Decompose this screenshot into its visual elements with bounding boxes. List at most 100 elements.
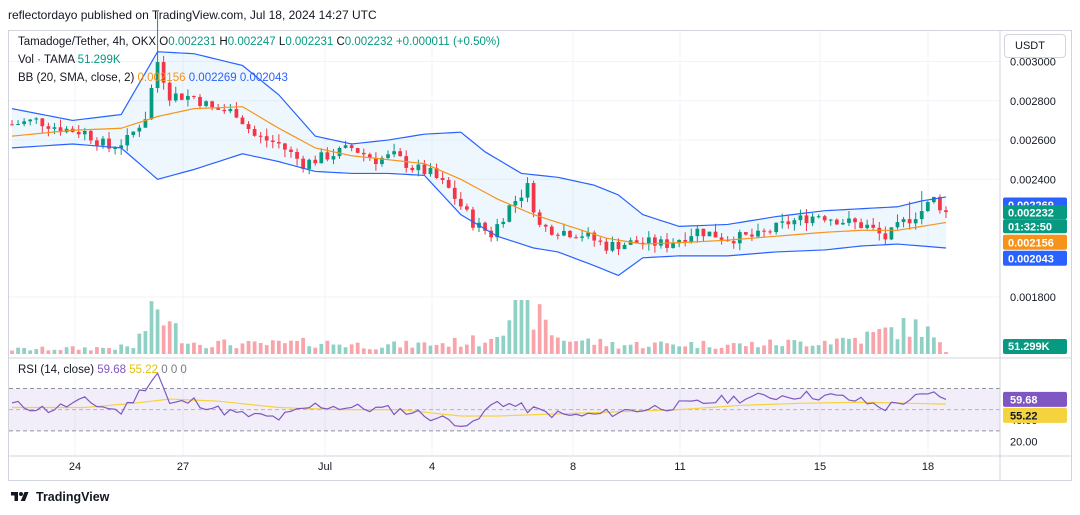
candle-body [101, 138, 105, 146]
volume-bar [859, 343, 863, 354]
candle-body [640, 242, 645, 244]
rsi-tag-text: 55.22 [1010, 410, 1038, 422]
candle-body [859, 222, 863, 229]
legend-rsi-extra: 0 0 0 [161, 364, 187, 376]
legend-l-value: 0.002231 [285, 36, 334, 48]
candle-body [34, 118, 39, 120]
volume-bar [240, 343, 245, 354]
price-tag-bg [1003, 250, 1067, 266]
legend-h-label: H [219, 36, 228, 48]
volume-bar [276, 340, 281, 354]
volume-bar [40, 346, 45, 354]
candle-body [88, 130, 93, 141]
volume-bar [179, 343, 184, 354]
currency-button[interactable]: USDT [1004, 34, 1066, 58]
candle-body [792, 220, 797, 225]
volume-bar [167, 321, 172, 354]
candle-body [82, 130, 87, 135]
candle-body [361, 152, 366, 155]
price-tag-text: 0.002043 [1008, 253, 1054, 265]
volume-bar [149, 301, 154, 354]
rsi-panel [9, 371, 1000, 432]
candle-body [76, 131, 81, 135]
candle-body [531, 183, 536, 213]
candle-body [513, 201, 518, 206]
candle-body [610, 241, 615, 251]
volume-bar [731, 343, 736, 354]
candle-body [695, 228, 700, 237]
legend-symbol: Tamadoge/Tether, 4h, OKX [18, 36, 157, 48]
candle-body [58, 127, 63, 133]
candle-body [847, 218, 851, 223]
candle-body [325, 152, 330, 160]
bb-basis-line [11, 106, 947, 245]
legend-rsi-value: 59.68 [97, 364, 127, 376]
volume-bar [689, 342, 694, 354]
candle-body [40, 118, 45, 127]
candle-body [489, 230, 493, 238]
volume-bar [925, 326, 930, 354]
volume-bar [137, 333, 142, 354]
candle-body [204, 101, 208, 106]
candle-body [458, 198, 463, 207]
volume-bar [440, 343, 445, 354]
candle-body [519, 197, 524, 202]
candle-body [543, 224, 548, 227]
candle-body [452, 187, 457, 199]
volume-bar [264, 345, 269, 354]
volume-bar [549, 335, 554, 354]
candle-body [386, 154, 390, 158]
volume-bar [349, 344, 354, 354]
candle-body [853, 218, 857, 223]
volume-bar [119, 344, 124, 354]
bb-upper-line [11, 51, 947, 228]
volume-bar [64, 347, 69, 354]
price-tags: 0.0022690.00223201:32:500.0021560.002043… [1003, 197, 1067, 423]
volume-bar [640, 348, 645, 354]
volume-bar [834, 338, 839, 354]
volume-bar [131, 348, 136, 354]
volume-bar [28, 350, 33, 354]
volume-bar [895, 339, 900, 354]
volume-bar [374, 349, 378, 354]
candle-body [392, 151, 396, 155]
volume-bar [737, 343, 742, 354]
time-tick-label: 24 [69, 461, 81, 473]
volume-bar [289, 340, 293, 354]
chart-frame[interactable] [8, 30, 1072, 481]
candle-body [186, 95, 190, 100]
legend-c-value: 0.002232 [344, 36, 393, 48]
candle-body [677, 239, 682, 244]
candle-body [107, 138, 111, 149]
candle-body [549, 226, 554, 235]
volume-bar [198, 344, 202, 354]
volume-bar [465, 344, 469, 354]
volume-bar [677, 346, 682, 354]
legend-bb-lower: 0.002043 [239, 72, 288, 84]
footer-brand-text: TradingView [36, 490, 110, 504]
volume-bar [604, 346, 609, 354]
legend-symbol-row: Tamadoge/Tether, 4h, OKX O0.002231 H0.00… [18, 36, 500, 48]
candle-body [216, 107, 221, 110]
legend-rsi-row: RSI (14, close) 59.68 55.22 0 0 0 [18, 364, 187, 376]
candle-body [471, 209, 475, 228]
volume-bar [865, 331, 870, 354]
volume-bar [786, 339, 791, 354]
time-tick-label: 27 [177, 461, 189, 473]
candle-body [501, 221, 506, 225]
candle-body [149, 88, 154, 120]
candle-body [125, 135, 130, 146]
legend-change: +0.000011 (+0.50%) [395, 36, 500, 48]
volume-bar [258, 343, 263, 354]
volume-bar [392, 341, 396, 354]
volume-bar [70, 346, 75, 354]
footer-brand[interactable]: TradingView [8, 490, 109, 504]
candle-body [798, 215, 803, 221]
price-tag-text: 0.002156 [1008, 237, 1054, 249]
volume-bar [471, 335, 475, 354]
candle-body [634, 240, 639, 243]
candle-body [604, 241, 609, 251]
legend-c-label: C [336, 36, 345, 48]
candle-body [671, 243, 675, 248]
